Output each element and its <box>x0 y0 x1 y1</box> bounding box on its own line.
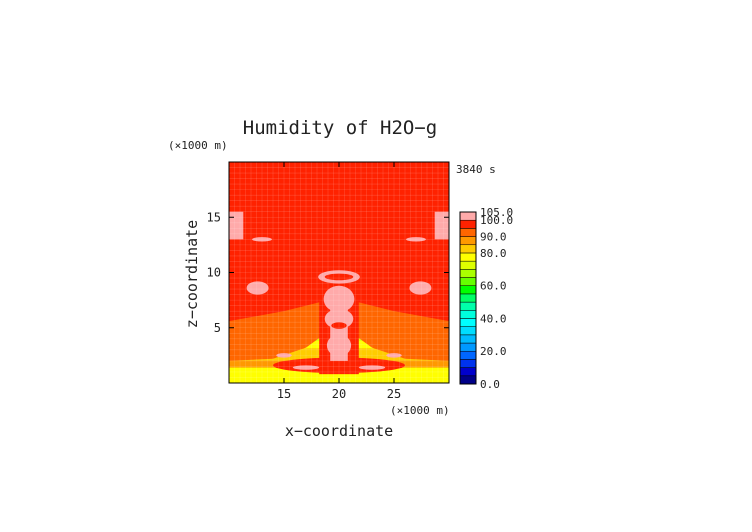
x-axis-ticks: 15 20 25 <box>277 162 401 401</box>
x-tick-label: 20 <box>332 387 346 401</box>
chart-title: Humidity of H2O−g <box>243 117 437 139</box>
colorbar-level <box>459 334 477 344</box>
colorbar-level <box>459 277 477 286</box>
colorbar-level <box>459 301 477 311</box>
y-axis-ticks: 5 10 15 <box>207 210 449 335</box>
humidity-region-plume-middle <box>324 308 354 329</box>
colorbar-tick-label: 40.0 <box>480 312 507 325</box>
colorbar-level <box>459 228 477 237</box>
colorbar-tick-label: 20.0 <box>480 345 507 358</box>
colorbar <box>459 211 477 385</box>
humidity-region-plume-upper <box>323 285 355 313</box>
colorbar-tick-label: 60.0 <box>480 280 507 293</box>
grid-lines <box>229 162 449 383</box>
colorbar-tick-label: 105.0 <box>480 206 513 219</box>
humidity-region-surface-right-streak <box>358 365 386 370</box>
humidity-region-left-edge-patch <box>229 211 244 240</box>
humidity-region-surface-left-streak <box>292 365 320 370</box>
time-label: 3840 s <box>456 163 496 176</box>
colorbar-level <box>459 219 477 229</box>
humidity-region-upper-right-patch <box>409 281 432 295</box>
colorbar-level <box>459 367 477 377</box>
colorbar-tick-label: 0.0 <box>480 378 500 391</box>
colorbar-level <box>459 244 477 254</box>
colorbar-level <box>459 342 477 352</box>
colorbar-level <box>459 326 477 336</box>
humidity-region-mid-left-arc <box>252 237 272 242</box>
colorbar-frame <box>459 211 477 385</box>
humidity-region-top-ring-inner <box>324 273 354 281</box>
y-tick-label: 15 <box>207 210 221 224</box>
colorbar-level <box>459 359 477 368</box>
humidity-region-mid-right-arc <box>406 237 426 242</box>
humidity-region-upper-left-patch <box>246 281 269 295</box>
humidity-region-plume-core-red <box>331 322 347 329</box>
colorbar-tick-label: 90.0 <box>480 231 507 244</box>
colorbar-level <box>459 252 477 262</box>
colorbar-level <box>459 269 477 278</box>
x-axis-label: x−coordinate <box>285 422 393 440</box>
colorbar-level <box>459 350 477 360</box>
y-tick-label: 5 <box>214 321 221 335</box>
humidity-region-plume-lower <box>326 334 352 357</box>
y-axis-unit: (×1000 m) <box>168 139 228 152</box>
humidity-region-right-wing-orange <box>344 300 449 361</box>
colorbar-level <box>459 375 477 385</box>
colorbar-level <box>459 260 477 270</box>
x-axis-unit: (×1000 m) <box>390 404 450 417</box>
y-tick-label: 10 <box>207 266 221 280</box>
colorbar-level <box>459 318 477 327</box>
colorbar-tick-label: 100.0 <box>480 214 513 227</box>
colorbar-level <box>459 211 477 221</box>
humidity-region-lower-left-speck <box>276 353 292 358</box>
plot-area <box>229 162 449 383</box>
humidity-region-lower-right-speck <box>386 353 402 358</box>
humidity-region-right-edge-patch <box>434 211 449 240</box>
x-tick-label: 25 <box>387 387 401 401</box>
colorbar-level <box>459 310 477 319</box>
colorbar-level <box>459 293 477 303</box>
humidity-region-left-wing-orange <box>229 300 334 361</box>
y-axis-label: z−coordinate <box>183 220 201 328</box>
x-tick-label: 15 <box>277 387 291 401</box>
colorbar-level <box>459 285 477 295</box>
colorbar-tick-label: 80.0 <box>480 247 507 260</box>
colorbar-level <box>459 236 477 246</box>
